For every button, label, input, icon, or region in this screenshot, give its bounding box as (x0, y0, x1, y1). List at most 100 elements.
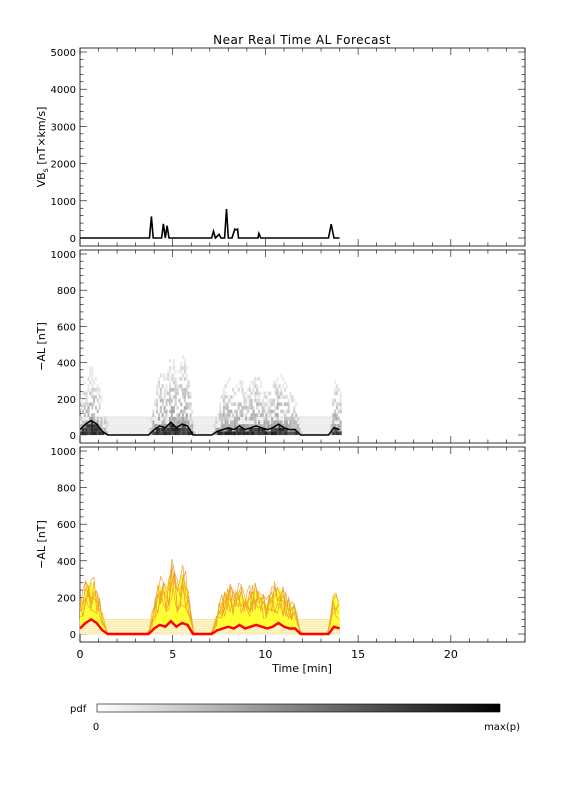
pdf-cell (258, 427, 261, 432)
pdf-cell (246, 406, 250, 410)
pdf-cell (293, 409, 296, 414)
pdf-cell (187, 420, 190, 425)
pdf-cell (174, 380, 177, 385)
pdf-cell (295, 413, 298, 417)
pdf-cell (235, 420, 238, 425)
pdf-cell (267, 409, 270, 414)
pdf-cell (181, 355, 185, 359)
pdf-cell (226, 380, 229, 385)
pdf-cell (189, 416, 192, 421)
pdf-cell (163, 377, 166, 381)
pdf-cell (163, 416, 166, 421)
pdf-cell (185, 387, 188, 392)
pdf-cell (285, 416, 288, 421)
pdf-cell (91, 402, 94, 407)
y-tick-label: 1000 (51, 250, 76, 261)
pdf-cell (235, 424, 238, 428)
pdf-cell (254, 416, 257, 421)
pdf-cell (181, 427, 185, 432)
pdf-cell (237, 416, 240, 421)
pdf-cell (176, 420, 179, 425)
pdf-cell (241, 409, 244, 414)
pdf-cell (248, 427, 251, 432)
pdf-cell (181, 373, 185, 378)
pdf-cell (154, 424, 157, 428)
pdf-cell (241, 427, 244, 432)
pdf-cell (261, 424, 264, 428)
pdf-cell (246, 427, 250, 432)
pdf-cell (156, 409, 159, 414)
pdf-cell (248, 384, 251, 388)
pdf-cell (248, 406, 251, 410)
pdf-cell (89, 427, 92, 432)
pdf-cell (176, 384, 179, 388)
pdf-cell (276, 427, 279, 432)
pdf-cell (176, 391, 179, 396)
pdf-cell (83, 402, 86, 407)
pdf-cell (81, 391, 85, 396)
pdf-cell (159, 406, 162, 410)
vbs-series-line (80, 208, 340, 240)
pdf-cell (270, 420, 274, 425)
pdf-cell (245, 416, 248, 421)
pdf-cell (224, 391, 227, 396)
pdf-cell (259, 384, 263, 388)
pdf-cell (334, 409, 337, 414)
pdf-cell (172, 395, 175, 399)
pdf-cell (187, 391, 190, 396)
pdf-cell (252, 424, 255, 428)
pdf-cell (165, 391, 168, 396)
plot-frame (79, 446, 526, 643)
pdf-cell (87, 413, 90, 417)
pdf-cell (250, 391, 253, 396)
pdf-cell (259, 431, 263, 435)
pdf-cell (220, 413, 224, 417)
pdf-cell (291, 424, 294, 428)
pdf-cell (295, 420, 298, 425)
pdf-cell (289, 391, 292, 396)
x-axis-label: Time [min] (271, 662, 332, 675)
pdf-cell (226, 409, 229, 414)
panel-vbs: 0 1000 2000 3000 4000 5000 VBs [nT×km/s] (35, 47, 526, 247)
pdf-cell (150, 420, 153, 425)
panel-al-pdf: 0 200 400 600 800 1000 −AL [nT] (35, 249, 526, 444)
pdf-cell (258, 398, 261, 403)
pdf-cell (265, 395, 268, 399)
pdf-cell (339, 398, 342, 403)
pdf-cell (157, 384, 161, 388)
pdf-cell (263, 424, 266, 428)
pdf-cell (334, 380, 337, 385)
pdf-cell (246, 395, 250, 399)
pdf-cell (91, 395, 94, 399)
y-tick-label: 800 (57, 286, 76, 297)
pdf-cell (89, 380, 92, 385)
pdf-cell (232, 431, 235, 435)
pdf-cell (185, 391, 188, 396)
pdf-cell (226, 406, 229, 410)
pdf-cell (150, 427, 153, 432)
pdf-cell (233, 409, 237, 414)
pdf-cell (272, 398, 275, 403)
pdf-cell (243, 391, 246, 396)
pdf-cell (92, 431, 96, 435)
pdf-cell (92, 402, 96, 407)
pdf-cell (81, 431, 85, 435)
pdf-cell (228, 431, 231, 435)
pdf-cell (276, 420, 279, 425)
pdf-cell (183, 366, 186, 370)
pdf-cell (285, 424, 288, 428)
pdf-cell (248, 402, 251, 407)
pdf-cell (230, 427, 233, 432)
pdf-cell (91, 420, 94, 425)
pdf-cell (94, 420, 97, 425)
pdf-cell (335, 424, 339, 428)
pdf-cell (169, 369, 172, 374)
pdf-cell (180, 387, 183, 392)
pdf-cell (170, 427, 174, 432)
pdf-cell (254, 427, 257, 432)
pdf-cell (189, 413, 192, 417)
pdf-cell (185, 427, 188, 432)
pdf-cell (102, 431, 105, 435)
y-tick-label: 200 (57, 593, 76, 604)
